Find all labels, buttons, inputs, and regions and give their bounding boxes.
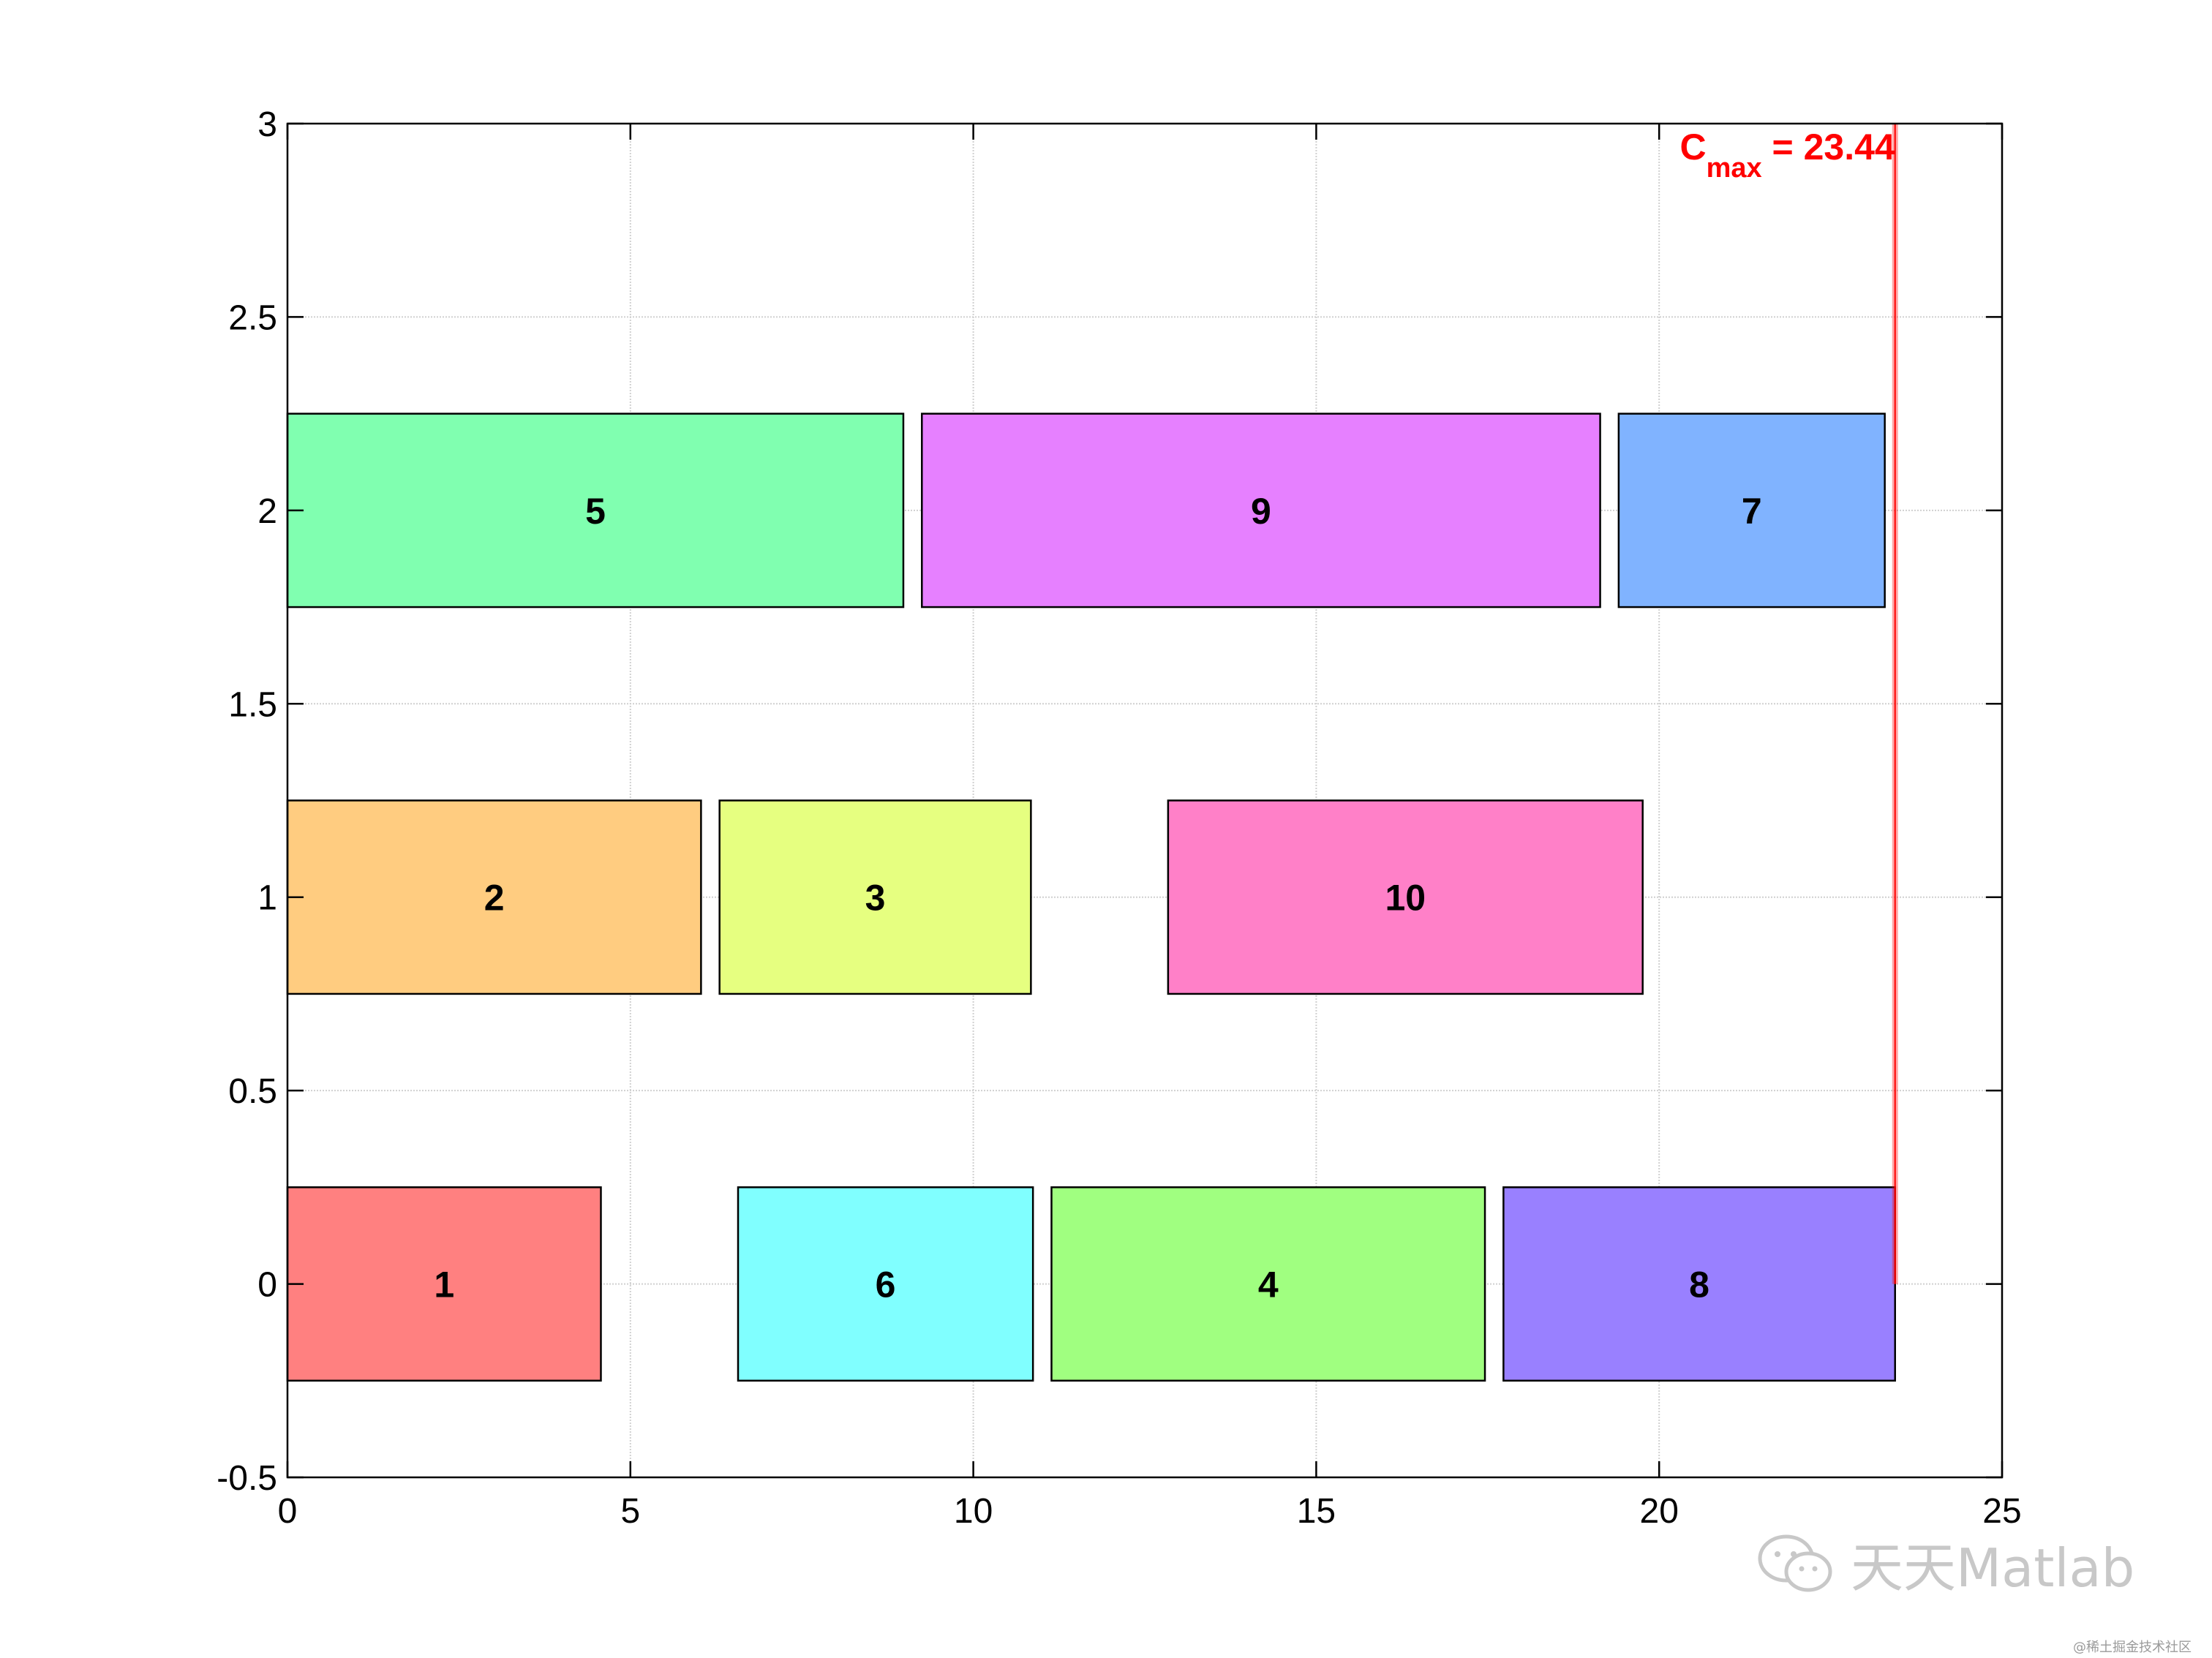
y-tick-label: 2 [257,492,277,531]
task-bar-7 [1617,412,1886,608]
task-bar-8 [1502,1186,1896,1382]
task-bar-10 [1167,799,1644,995]
axes-box [286,122,2004,1479]
x-tick-label: 10 [954,1492,993,1531]
wechat-icon [1758,1534,1832,1591]
task-label-1: 1 [434,1265,454,1305]
y-tick-label: 0.5 [228,1072,277,1111]
task-bar-3 [718,799,1032,995]
y-tick-label: 2.5 [228,298,277,337]
y-tick-label: -0.5 [217,1459,277,1498]
x-tick-label: 25 [1982,1492,2021,1531]
y-tick-label: 0 [257,1266,277,1305]
watermark-text: 天天Matlab [1851,1537,2135,1599]
task-label-8: 8 [1689,1265,1709,1305]
task-label-4: 4 [1258,1265,1279,1305]
task-bar-6 [737,1186,1034,1382]
watermark: 天天Matlab [1756,1525,2134,1602]
cmax-label: Cmax = 23.44 [1679,127,1895,184]
footer-watermark: @稀土掘金技术社区 [2073,1640,2192,1655]
y-tick-label: 1 [257,879,277,918]
task-bar-2 [286,799,702,995]
task-bar-9 [921,412,1601,608]
task-bar-4 [1050,1186,1486,1382]
x-tick-label: 5 [620,1492,640,1531]
task-label-7: 7 [1742,491,1762,532]
task-label-6: 6 [876,1265,896,1305]
task-bar-1 [286,1186,602,1382]
y-tick-label: 3 [257,105,277,144]
task-label-10: 10 [1385,878,1426,919]
x-tick-label: 20 [1640,1492,1679,1531]
task-label-9: 9 [1251,491,1271,532]
task-label-3: 3 [865,878,886,919]
x-tick-label: 15 [1297,1492,1336,1531]
task-label-2: 2 [484,878,505,919]
task-bar-5 [286,412,905,608]
task-label-5: 5 [585,491,606,532]
x-tick-label: 0 [278,1492,298,1531]
y-tick-label: 1.5 [228,685,277,724]
